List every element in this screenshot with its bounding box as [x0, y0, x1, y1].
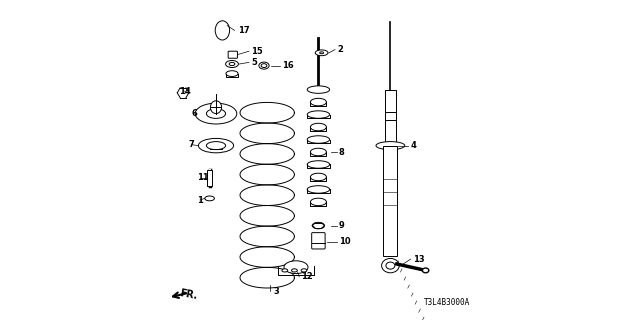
Ellipse shape [211, 101, 221, 114]
Text: 2: 2 [338, 45, 344, 54]
Bar [383, 146, 397, 256]
Bar [207, 170, 212, 186]
Ellipse shape [310, 173, 326, 181]
Text: 9: 9 [339, 221, 344, 230]
Ellipse shape [310, 98, 326, 106]
Ellipse shape [205, 196, 214, 201]
Ellipse shape [307, 111, 330, 118]
Text: 8: 8 [339, 148, 344, 156]
Text: 17: 17 [239, 26, 250, 35]
FancyBboxPatch shape [312, 233, 325, 249]
Ellipse shape [195, 103, 237, 124]
Text: 16: 16 [282, 61, 293, 70]
Ellipse shape [307, 86, 330, 93]
Text: 15: 15 [251, 47, 263, 56]
FancyBboxPatch shape [228, 51, 237, 58]
Text: FR.: FR. [179, 288, 198, 301]
Text: 3: 3 [274, 287, 279, 296]
Text: 7: 7 [188, 140, 194, 149]
Ellipse shape [282, 269, 287, 272]
Ellipse shape [310, 148, 326, 156]
Ellipse shape [320, 52, 324, 54]
Ellipse shape [307, 136, 330, 143]
Ellipse shape [312, 222, 324, 229]
Ellipse shape [198, 139, 234, 153]
Text: 11: 11 [197, 173, 209, 182]
Text: 14: 14 [179, 87, 191, 96]
Text: 13: 13 [413, 255, 424, 264]
Bar [385, 90, 396, 144]
Text: 4: 4 [410, 141, 416, 150]
Ellipse shape [226, 71, 238, 76]
Text: 5: 5 [251, 58, 257, 67]
Text: 10: 10 [339, 237, 350, 246]
Ellipse shape [381, 259, 399, 273]
Ellipse shape [422, 268, 429, 273]
Ellipse shape [307, 161, 330, 168]
Ellipse shape [206, 109, 226, 118]
Ellipse shape [316, 50, 328, 56]
Ellipse shape [310, 123, 326, 131]
Text: T3L4B3000A: T3L4B3000A [424, 298, 470, 307]
Ellipse shape [307, 186, 330, 193]
Ellipse shape [229, 62, 235, 66]
Text: 1: 1 [197, 196, 203, 204]
Text: 6: 6 [192, 109, 198, 118]
Ellipse shape [292, 269, 297, 272]
Ellipse shape [301, 269, 307, 272]
Ellipse shape [284, 261, 308, 274]
Ellipse shape [310, 198, 326, 206]
Text: 12: 12 [301, 272, 312, 281]
Ellipse shape [226, 60, 239, 68]
Ellipse shape [259, 62, 269, 69]
Ellipse shape [206, 141, 226, 150]
Ellipse shape [386, 262, 395, 269]
Ellipse shape [215, 21, 230, 40]
Ellipse shape [261, 64, 267, 68]
Ellipse shape [376, 141, 404, 150]
